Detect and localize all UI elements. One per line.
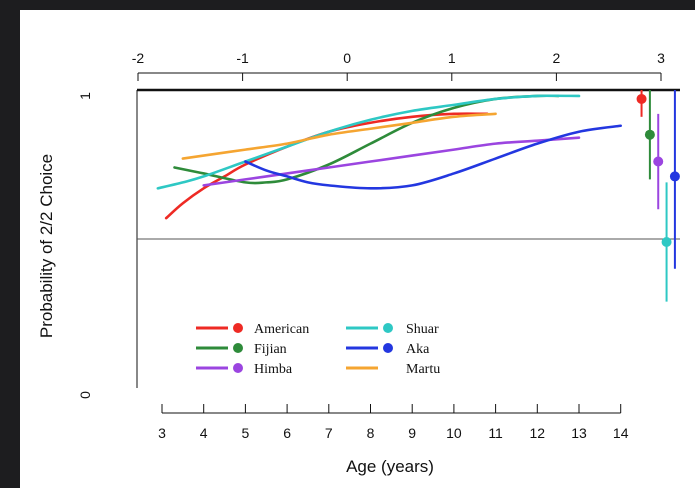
legend-label-shuar: Shuar <box>406 322 439 337</box>
legend-dot-fijian <box>233 343 243 353</box>
x-tick-label-6: 6 <box>283 425 291 441</box>
series-line-shuar <box>156 94 581 190</box>
series-line-martu <box>181 112 497 160</box>
data-point-aka <box>669 171 680 182</box>
x-tick-label-13: 13 <box>571 425 587 441</box>
series-line-himba <box>202 136 581 187</box>
x-tick-label-5: 5 <box>242 425 250 441</box>
x-tick-label-10: 10 <box>446 425 462 441</box>
x-tick-label-11: 11 <box>488 425 503 441</box>
legend-label-martu: Martu <box>406 362 440 377</box>
x-tick-label-4: 4 <box>200 425 208 441</box>
series-points <box>636 90 680 302</box>
legend-dot-american <box>233 323 243 333</box>
top-tick-label--2: -2 <box>132 50 145 66</box>
data-point-shuar <box>661 236 672 247</box>
legend-label-fijian: Fijian <box>254 342 287 357</box>
y-axis-title: Probability of 2/2 Choice <box>37 154 56 338</box>
legend-label-himba: Himba <box>254 362 293 377</box>
data-point-fijian <box>644 129 655 140</box>
top-tick-label--1: -1 <box>236 50 249 66</box>
x-tick-label-3: 3 <box>158 425 166 441</box>
legend: American Fijian Himba Shuar Aka Martu <box>196 322 440 377</box>
y-tick-label-1: 1 <box>77 92 93 100</box>
x-tick-label-9: 9 <box>408 425 416 441</box>
bottom-axis: 3 4 5 6 7 8 9 10 11 12 13 14 <box>158 404 629 441</box>
series-curves <box>156 94 622 220</box>
x-tick-label-14: 14 <box>613 425 629 441</box>
x-tick-label-7: 7 <box>325 425 333 441</box>
chart-figure: -2 -1 0 1 2 3 3 4 5 6 7 8 9 10 11 12 13 14 1 0 Probabili… <box>20 10 695 488</box>
x-axis-title: Age (years) <box>346 457 434 476</box>
top-axis: -2 -1 0 1 2 3 <box>132 50 665 81</box>
series-line-aka <box>244 124 622 190</box>
series-line-fijian <box>173 94 560 185</box>
data-point-american <box>636 93 647 104</box>
data-point-himba <box>653 156 664 167</box>
legend-dot-shuar <box>383 323 393 333</box>
legend-dot-aka <box>383 343 393 353</box>
top-tick-label-3: 3 <box>657 50 665 66</box>
top-tick-label-0: 0 <box>343 50 351 66</box>
top-tick-label-1: 1 <box>448 50 456 66</box>
legend-label-aka: Aka <box>406 342 430 357</box>
y-tick-label-0: 0 <box>77 391 93 399</box>
legend-dot-himba <box>233 363 243 373</box>
legend-label-american: American <box>254 322 309 337</box>
line-chart: -2 -1 0 1 2 3 3 4 5 6 7 8 9 10 11 12 13 14 1 0 Probabili… <box>37 50 680 476</box>
x-tick-label-12: 12 <box>530 425 546 441</box>
x-tick-label-8: 8 <box>367 425 375 441</box>
top-tick-label-2: 2 <box>553 50 561 66</box>
